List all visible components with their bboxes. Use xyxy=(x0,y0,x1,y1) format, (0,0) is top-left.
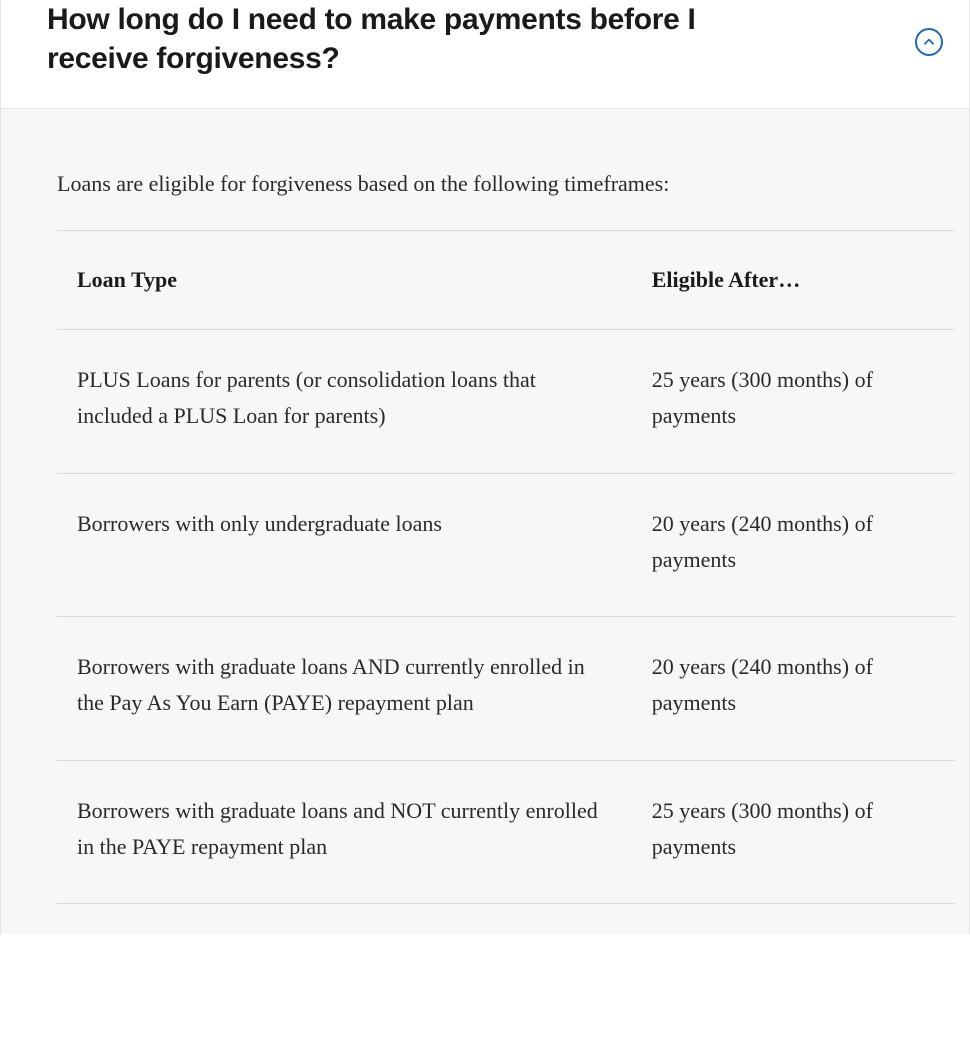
table-header-eligible-after: Eligible After… xyxy=(632,231,955,330)
accordion-item: How long do I need to make payments befo… xyxy=(0,0,970,934)
table-header-row: Loan Type Eligible After… xyxy=(57,231,955,330)
cell-eligible-after: 20 years (240 months) of payments xyxy=(632,473,955,617)
cell-eligible-after: 25 years (300 months) of payments xyxy=(632,330,955,474)
cell-loan-type: Borrowers with only undergraduate loans xyxy=(57,473,632,617)
accordion-title: How long do I need to make payments befo… xyxy=(47,0,767,78)
table-row: Borrowers with graduate loans AND curren… xyxy=(57,617,955,761)
cell-eligible-after: 20 years (240 months) of payments xyxy=(632,617,955,761)
table-row: PLUS Loans for parents (or consolidation… xyxy=(57,330,955,474)
intro-text: Loans are eligible for forgiveness based… xyxy=(57,167,955,200)
cell-eligible-after: 25 years (300 months) of payments xyxy=(632,760,955,904)
cell-loan-type: Borrowers with graduate loans AND curren… xyxy=(57,617,632,761)
cell-loan-type: PLUS Loans for parents (or consolidation… xyxy=(57,330,632,474)
forgiveness-table: Loan Type Eligible After… PLUS Loans for… xyxy=(57,230,955,904)
table-row: Borrowers with only undergraduate loans … xyxy=(57,473,955,617)
table-header-loan-type: Loan Type xyxy=(57,231,632,330)
accordion-header[interactable]: How long do I need to make payments befo… xyxy=(1,0,969,108)
accordion-body: Loans are eligible for forgiveness based… xyxy=(1,108,969,934)
table-row: Borrowers with graduate loans and NOT cu… xyxy=(57,760,955,904)
chevron-up-icon[interactable] xyxy=(915,28,943,56)
cell-loan-type: Borrowers with graduate loans and NOT cu… xyxy=(57,760,632,904)
